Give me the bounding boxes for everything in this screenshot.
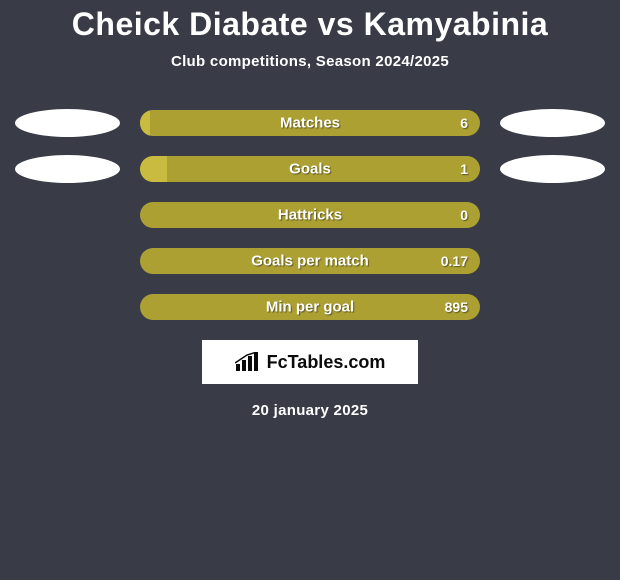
page-title: Cheick Diabate vs Kamyabinia <box>0 0 620 43</box>
player1-indicator <box>15 155 120 183</box>
stat-label: Matches <box>280 115 340 132</box>
player2-indicator <box>500 155 605 183</box>
stat-value: 895 <box>445 299 468 315</box>
stat-row: Goals per match 0.17 <box>0 248 620 274</box>
stat-bar: Hattricks 0 <box>140 202 480 228</box>
stat-row: Min per goal 895 <box>0 294 620 320</box>
stat-bar: Matches 6 <box>140 110 480 136</box>
player1-indicator <box>15 109 120 137</box>
brand-text: FcTables.com <box>267 352 386 373</box>
chart-icon <box>235 352 261 372</box>
stat-value: 6 <box>460 115 468 131</box>
subtitle: Club competitions, Season 2024/2025 <box>0 53 620 70</box>
stats-container: Matches 6 Goals 1 Hattricks 0 Goals per … <box>0 110 620 320</box>
stat-bar: Min per goal 895 <box>140 294 480 320</box>
stat-label: Hattricks <box>278 207 342 224</box>
stat-label: Goals <box>289 161 331 178</box>
stat-bar-left-fill <box>140 110 150 136</box>
brand-badge[interactable]: FcTables.com <box>202 340 418 384</box>
stat-row: Goals 1 <box>0 156 620 182</box>
stat-bar: Goals per match 0.17 <box>140 248 480 274</box>
stat-label: Min per goal <box>266 299 354 316</box>
stat-row: Matches 6 <box>0 110 620 136</box>
stat-label: Goals per match <box>251 253 369 270</box>
stat-value: 0.17 <box>441 253 468 269</box>
player2-indicator <box>500 109 605 137</box>
stat-value: 0 <box>460 207 468 223</box>
stat-bar-left-fill <box>140 156 167 182</box>
stat-bar: Goals 1 <box>140 156 480 182</box>
stat-row: Hattricks 0 <box>0 202 620 228</box>
stat-value: 1 <box>460 161 468 177</box>
date-text: 20 january 2025 <box>0 402 620 419</box>
